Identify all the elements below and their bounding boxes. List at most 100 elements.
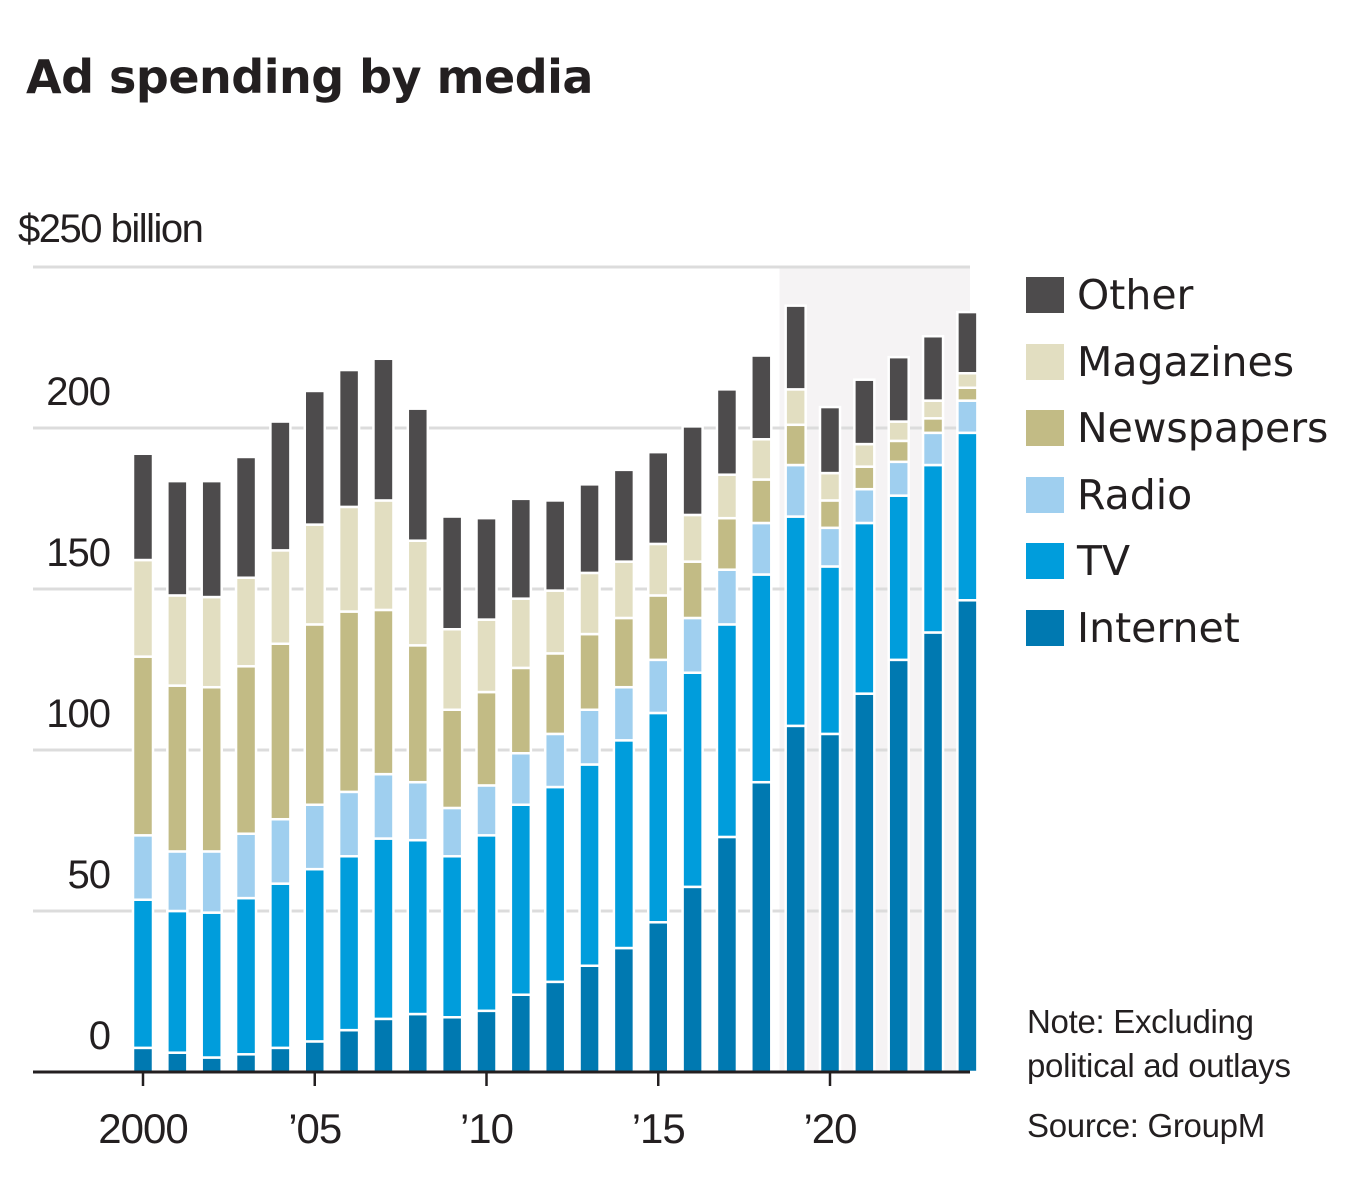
legend-item-internet: Internet bbox=[1026, 595, 1328, 662]
bar-segment-newspapers-2019 bbox=[784, 423, 807, 467]
legend-swatch-other bbox=[1026, 277, 1064, 314]
y-tick-label-0: 0 bbox=[89, 1014, 110, 1058]
bar-segment-newspapers-2013 bbox=[578, 632, 601, 712]
legend-swatch-newspapers bbox=[1026, 410, 1064, 447]
bar-segment-newspapers-2002 bbox=[200, 685, 223, 853]
bar-stack-2000 bbox=[131, 452, 155, 1074]
bar-segment-radio-2021 bbox=[853, 487, 876, 525]
bar-segment-tv-2017 bbox=[715, 623, 739, 839]
bar-segment-radio-2014 bbox=[612, 685, 636, 742]
bar-segment-radio-2002 bbox=[200, 850, 223, 914]
bar-segment-other-2007 bbox=[372, 357, 395, 502]
bar-segment-internet-2011 bbox=[509, 993, 533, 1074]
bar-segment-newspapers-2018 bbox=[750, 478, 773, 525]
bar-segment-other-2009 bbox=[440, 515, 464, 631]
bar-segment-tv-2018 bbox=[750, 573, 773, 784]
bar-segment-radio-2017 bbox=[715, 568, 739, 626]
bar-segment-magazines-2019 bbox=[784, 388, 807, 427]
bar-segment-internet-2020 bbox=[818, 732, 842, 1074]
bar-segment-internet-2004 bbox=[269, 1046, 292, 1074]
legend: Other Magazines Newspapers Radio TV Inte… bbox=[1026, 262, 1328, 661]
bar-stack-2014 bbox=[612, 468, 636, 1074]
bar-stack-2010 bbox=[475, 516, 498, 1074]
legend-label-internet: Internet bbox=[1077, 603, 1240, 652]
bar-stack-2002 bbox=[200, 479, 223, 1074]
bar-segment-internet-2023 bbox=[921, 631, 945, 1074]
bar-segment-radio-2011 bbox=[509, 751, 533, 806]
bar-segment-newspapers-2000 bbox=[131, 655, 155, 837]
bar-segment-newspapers-2024 bbox=[956, 386, 979, 402]
bar-segment-magazines-2000 bbox=[131, 558, 155, 658]
legend-item-magazines: Magazines bbox=[1026, 329, 1328, 396]
bar-stack-2003 bbox=[234, 455, 258, 1074]
axis-layer bbox=[33, 1070, 970, 1086]
bar-segment-tv-2008 bbox=[406, 838, 430, 1016]
bar-segment-magazines-2003 bbox=[234, 576, 258, 668]
bar-segment-radio-2023 bbox=[921, 431, 945, 467]
bar-segment-newspapers-2021 bbox=[853, 465, 876, 491]
legend-label-tv: TV bbox=[1077, 537, 1131, 586]
bar-segment-other-2001 bbox=[166, 479, 189, 597]
legend-swatch-radio bbox=[1026, 476, 1064, 513]
bar-segment-radio-2024 bbox=[956, 399, 979, 435]
bar-segment-magazines-2009 bbox=[440, 628, 464, 711]
bar-segment-radio-2004 bbox=[269, 817, 292, 885]
legend-label-magazines: Magazines bbox=[1077, 337, 1295, 386]
bar-segment-tv-2014 bbox=[612, 739, 636, 950]
bar-segment-tv-2002 bbox=[200, 911, 223, 1059]
note-line-1: Note: Excluding bbox=[1027, 1003, 1254, 1040]
bar-stack-2006 bbox=[337, 368, 361, 1074]
bar-segment-newspapers-2014 bbox=[612, 616, 636, 689]
bar-segment-magazines-2024 bbox=[956, 372, 979, 390]
bar-segment-radio-2012 bbox=[543, 732, 567, 789]
bar-segment-radio-2016 bbox=[681, 616, 704, 674]
bar-segment-radio-2009 bbox=[440, 806, 464, 858]
bar-segment-magazines-2016 bbox=[681, 513, 704, 563]
bar-segment-newspapers-2020 bbox=[818, 499, 842, 530]
bar-segment-tv-2011 bbox=[509, 803, 533, 996]
bar-segment-internet-2022 bbox=[887, 658, 910, 1074]
bar-segment-radio-2015 bbox=[647, 658, 670, 715]
bar-segment-magazines-2005 bbox=[303, 523, 326, 626]
y-tick-label-50: 50 bbox=[68, 853, 111, 897]
bar-segment-newspapers-2011 bbox=[509, 666, 533, 755]
bar-segment-magazines-2002 bbox=[200, 595, 223, 689]
bar-stack-2023 bbox=[921, 334, 945, 1074]
bar-stack-2019 bbox=[784, 304, 807, 1074]
bar-stack-2009 bbox=[440, 515, 464, 1074]
bar-segment-newspapers-2003 bbox=[234, 665, 258, 835]
bar-segment-newspapers-2015 bbox=[647, 594, 670, 662]
bar-segment-other-2003 bbox=[234, 455, 258, 579]
bar-segment-other-2023 bbox=[921, 334, 945, 402]
bar-segment-other-2000 bbox=[131, 452, 155, 562]
bar-segment-internet-2016 bbox=[681, 885, 704, 1074]
bar-segment-radio-2000 bbox=[131, 834, 155, 901]
bar-segment-magazines-2018 bbox=[750, 438, 773, 481]
bar-segment-internet-2015 bbox=[647, 921, 670, 1074]
bar-segment-newspapers-2008 bbox=[406, 644, 430, 784]
chart-title: Ad spending by media bbox=[26, 50, 593, 104]
bar-segment-internet-2000 bbox=[131, 1046, 155, 1074]
bar-segment-magazines-2004 bbox=[269, 549, 292, 645]
bar-segment-tv-2022 bbox=[887, 494, 910, 662]
bar-segment-magazines-2008 bbox=[406, 539, 430, 647]
bar-segment-tv-2007 bbox=[372, 837, 395, 1021]
tick-labels-layer: 2000 ’05 ’10 ’15 ’20 0 50 100 150 200 bbox=[46, 370, 857, 1152]
bar-segment-internet-2008 bbox=[406, 1012, 430, 1074]
bar-segment-magazines-2013 bbox=[578, 571, 601, 636]
bar-segment-tv-2020 bbox=[818, 565, 842, 736]
bar-segment-tv-2021 bbox=[853, 521, 876, 695]
legend-swatch-tv bbox=[1026, 543, 1064, 580]
bar-segment-magazines-2010 bbox=[475, 618, 498, 694]
bar-segment-radio-2006 bbox=[337, 790, 361, 858]
bar-segment-magazines-2001 bbox=[166, 594, 189, 687]
bar-segment-radio-2019 bbox=[784, 463, 807, 518]
bar-segment-other-2006 bbox=[337, 368, 361, 509]
bar-segment-internet-2003 bbox=[234, 1053, 258, 1074]
bar-segment-other-2008 bbox=[406, 407, 430, 542]
bar-segment-other-2022 bbox=[887, 355, 910, 423]
bar-segment-internet-2024 bbox=[956, 599, 979, 1074]
bar-segment-other-2017 bbox=[715, 388, 739, 476]
bar-segment-radio-2005 bbox=[303, 803, 326, 871]
bar-segment-other-2014 bbox=[612, 468, 636, 563]
